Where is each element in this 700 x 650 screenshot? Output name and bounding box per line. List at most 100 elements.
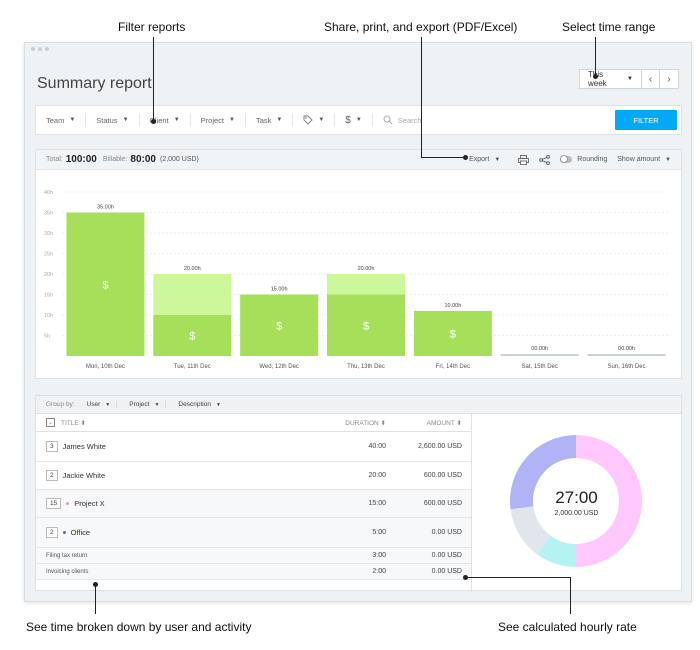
total-value: 100:00 [65, 154, 97, 165]
summary-header: Total: 100:00 Billable: 80:00 (2,000 USD… [36, 150, 681, 170]
chart-actions: Export ▼ Rounding Show amount ▼ [469, 154, 671, 165]
row-amount: 0.00 USD [431, 568, 462, 575]
export-label: Export [469, 156, 490, 163]
rounding-label: Rounding [577, 156, 608, 163]
row-duration: 40:00 [368, 443, 386, 450]
bar-segment [327, 294, 405, 356]
y-tick-label: 30h [44, 231, 53, 237]
data-label: 20.00h [184, 266, 201, 272]
caret-down-icon: ▼ [154, 401, 160, 408]
caret-down-icon: ▼ [318, 117, 325, 123]
leader-line [595, 37, 596, 76]
table-row[interactable]: Filing tax return 3:00 0.00 USD [36, 548, 472, 564]
filter-button[interactable]: FILTER [615, 110, 677, 130]
rounding-toggle[interactable]: Rounding [560, 155, 608, 163]
leader-dot [463, 575, 468, 580]
filter-bar: Team ▼ Status ▼ Client ▼ Project ▼ Task ▼ ▼ $… [35, 105, 682, 135]
summary-table-panel: Group by: User ▼ Project ▼ Description ▼ ⌄ … [35, 395, 682, 592]
y-tick-label: 5h [44, 334, 50, 340]
row-count-badge[interactable]: 2 [46, 527, 58, 538]
search-field[interactable]: Search [373, 115, 615, 125]
bar-segment [153, 274, 232, 315]
bar-segment [587, 354, 666, 356]
caret-down-icon: ▼ [355, 117, 362, 123]
leader-dot [93, 582, 98, 587]
window-controls [31, 47, 49, 51]
filter-task-label: Task [255, 115, 272, 125]
tag-icon [303, 115, 313, 125]
leader-dot [593, 74, 598, 79]
data-label: 20.00h [358, 266, 375, 272]
billable-dollar-icon: $ [102, 279, 108, 291]
toggle-switch [560, 155, 573, 163]
project-color-dot [62, 531, 66, 534]
table-row[interactable]: 15 Project X 15:00 600.00 USD [36, 490, 472, 518]
callout-filter-reports: Filter reports [118, 20, 186, 34]
leader-line [570, 577, 571, 614]
group-by-bar: Group by: User ▼ Project ▼ Description ▼ [36, 396, 681, 414]
row-label: Office [70, 528, 91, 537]
group-select-user-label: User [86, 401, 101, 408]
week-select[interactable]: This week ▼ [580, 70, 642, 88]
sort-icon: ⬍ [80, 419, 86, 427]
filter-billable[interactable]: $ ▼ [335, 113, 373, 127]
bar-segment [500, 354, 579, 356]
group-select-description[interactable]: Description ▼ [172, 401, 226, 408]
filter-project-label: Project [200, 115, 224, 125]
prev-week-button[interactable]: ‹ [642, 70, 660, 88]
callout-hourly-rate: See calculated hourly rate [498, 620, 637, 634]
bar-segment [153, 315, 232, 356]
week-label: This week [588, 70, 607, 88]
show-amount-label: Show amount [617, 156, 661, 163]
expand-all-toggle[interactable]: ⌄ [46, 418, 55, 427]
search-placeholder: Search [397, 115, 422, 125]
col-title[interactable]: TITLE ⬍ [61, 419, 86, 427]
filter-team-label: Team [46, 115, 65, 125]
row-duration: 20:00 [368, 472, 386, 479]
filter-project[interactable]: Project ▼ [191, 113, 246, 127]
billable-dollar-icon: $ [450, 328, 456, 340]
caret-down-icon: ▼ [69, 117, 76, 123]
billable-dollar-icon: $ [189, 331, 195, 343]
row-count-badge[interactable]: 2 [46, 470, 58, 481]
callout-time-range: Select time range [562, 20, 656, 34]
export-menu[interactable]: Export ▼ [469, 156, 500, 163]
y-tick-label: 35h [44, 211, 53, 217]
leader-line [153, 37, 154, 121]
table-row[interactable]: 2 Jackie White 20:00 600.00 USD [36, 462, 472, 490]
row-count-badge[interactable]: 15 [46, 498, 62, 509]
table-row[interactable]: 2 Office 5:00 0.00 USD [36, 518, 472, 548]
filter-team[interactable]: Team ▼ [36, 113, 87, 127]
donut-chart-panel: 27:00 2,000.00 USD [471, 414, 681, 592]
filter-task[interactable]: Task ▼ [246, 113, 294, 127]
col-amount[interactable]: AMOUNT ⬍ [427, 419, 462, 427]
bar-segment [327, 274, 405, 295]
x-tick-label: Thu, 13th Dec [347, 364, 385, 370]
filter-status-label: Status [96, 115, 118, 125]
table-row[interactable]: Invoicing clients 2:00 0.00 USD [36, 564, 472, 580]
chevron-left-icon: ‹ [648, 73, 653, 85]
donut-amount: 2,000.00 USD [554, 510, 599, 517]
group-select-user[interactable]: User ▼ [81, 401, 118, 408]
table-row[interactable]: 3 James White 40:00 2,600.00 USD [36, 432, 472, 462]
group-select-project[interactable]: Project ▼ [123, 401, 167, 408]
col-duration[interactable]: DURATION ⬍ [345, 419, 386, 427]
donut-time: 27:00 [555, 488, 598, 507]
row-count-badge[interactable]: 3 [46, 441, 58, 452]
billable-dollar-icon: $ [276, 320, 282, 332]
share-icon[interactable] [539, 154, 551, 165]
print-icon[interactable] [518, 154, 530, 165]
data-label: 00.00h [618, 346, 635, 352]
filter-client[interactable]: Client ▼ [140, 113, 191, 127]
next-week-button[interactable]: › [660, 70, 678, 88]
filter-status[interactable]: Status ▼ [86, 113, 140, 127]
x-tick-label: Tue, 11th Dec [174, 364, 211, 370]
row-label: James White [62, 442, 106, 451]
show-amount-select[interactable]: Show amount ▼ [617, 156, 671, 163]
col-amount-label: AMOUNT [426, 419, 455, 427]
caret-down-icon: ▼ [627, 76, 633, 82]
data-label: 10.00h [444, 303, 461, 309]
filter-tags[interactable]: ▼ [293, 113, 336, 127]
callout-share-export: Share, print, and export (PDF/Excel) [324, 20, 518, 34]
caret-down-icon: ▼ [105, 401, 111, 408]
